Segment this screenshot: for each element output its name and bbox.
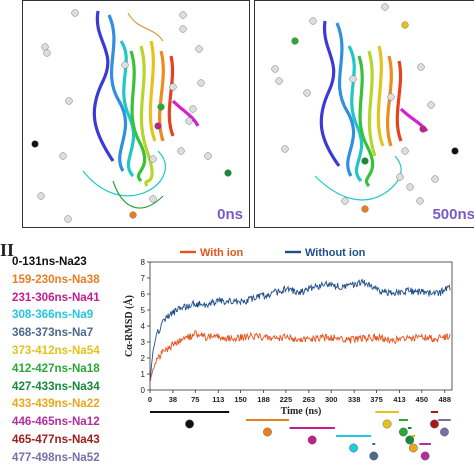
interval-ion-marker <box>369 451 379 461</box>
legend-entry: 231-306ns-Na41 <box>12 290 100 304</box>
legend-entry: 446-465ns-Na12 <box>12 415 100 429</box>
interval-ion-marker <box>420 451 430 461</box>
y-tick-label: 0 <box>141 386 146 395</box>
y-tick-label: 7 <box>141 274 146 283</box>
x-tick-label: 488 <box>438 395 451 404</box>
legend-entry: 159-230ns-Na38 <box>12 272 100 286</box>
legend-entry: 433-439ns-Na22 <box>12 397 100 411</box>
snapshot-panel-0ns: 0ns <box>22 0 250 228</box>
interval-ion-marker <box>307 435 317 445</box>
interval-ion-marker <box>398 427 408 437</box>
y-tick-label: 3 <box>141 338 146 347</box>
legend-entry: 368-373ns-Na7 <box>12 326 94 340</box>
legend-entry: 373-412ns-Na54 <box>12 343 100 357</box>
x-axis-label: Time (ns) <box>281 406 322 417</box>
x-tick-label: 450 <box>416 395 429 404</box>
x-tick-label: 413 <box>393 395 406 404</box>
legend-entry: 308-366ns-Na9 <box>12 308 94 322</box>
x-tick-label: 0 <box>148 395 152 404</box>
legend-entry: 427-433ns-Na34 <box>12 379 100 393</box>
legend-entry: 477-498ns-Na52 <box>12 450 100 464</box>
interval-ion-marker <box>185 419 194 429</box>
y-tick-label: 5 <box>141 306 146 315</box>
sodium-ions <box>31 9 232 223</box>
y-tick-label: 4 <box>141 322 146 331</box>
x-tick-label: 150 <box>234 395 247 404</box>
interval-ion-marker <box>349 443 358 453</box>
x-tick-label: 263 <box>303 395 316 404</box>
series-line-0 <box>149 330 451 383</box>
snapshot-panel-500ns: 500ns <box>254 0 474 228</box>
interval-ion-marker <box>405 435 415 445</box>
series-legend-label: With ion <box>200 247 244 259</box>
series-legend-label: Without ion <box>305 247 366 259</box>
legend-entry: 412-427ns-Na18 <box>12 361 100 375</box>
legend-entry: 465-477ns-Na43 <box>12 432 100 446</box>
interval-ion-marker <box>440 427 449 437</box>
protein-snapshot-0ns <box>31 9 232 223</box>
series-line-1 <box>149 278 451 382</box>
plot-frame <box>149 261 453 391</box>
y-tick-label: 1 <box>141 370 146 379</box>
panel-label: II <box>0 240 15 260</box>
y-tick-label: 2 <box>141 354 146 363</box>
protein-ribbon <box>82 10 200 209</box>
x-tick-label: 338 <box>348 395 361 404</box>
x-tick-label: 188 <box>257 395 270 404</box>
time-label-500ns: 500ns <box>432 206 474 223</box>
ion-interval-legend: 0-131ns-Na23 159-230ns-Na38 231-306ns-Na41… <box>12 253 100 467</box>
interval-ion-marker <box>382 419 392 429</box>
interval-ion-marker <box>408 443 418 453</box>
y-axis-label: Cα-RMSD (Å) <box>123 295 135 357</box>
interval-ion-marker <box>430 419 439 429</box>
y-tick-label: 6 <box>141 290 146 299</box>
x-tick-label: 75 <box>191 395 199 404</box>
protein-snapshot-500ns <box>271 3 459 213</box>
x-tick-label: 225 <box>280 395 293 404</box>
time-label-0ns: 0ns <box>217 206 243 223</box>
x-tick-label: 113 <box>212 395 224 404</box>
protein-ribbon <box>314 20 429 201</box>
sodium-ions <box>271 3 459 213</box>
y-tick-label: 8 <box>141 258 146 267</box>
x-tick-label: 300 <box>325 395 338 404</box>
legend-entry: 0-131ns-Na23 <box>12 255 87 268</box>
x-tick-label: 375 <box>370 395 383 404</box>
interval-ion-marker <box>263 427 272 437</box>
x-tick-label: 38 <box>169 395 177 404</box>
